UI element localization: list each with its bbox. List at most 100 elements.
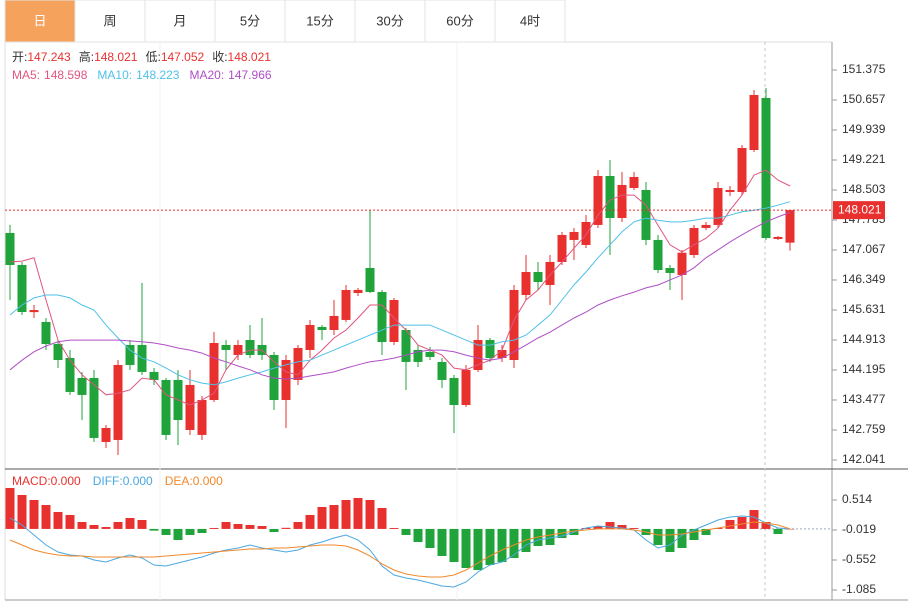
tab[interactable] bbox=[284, 0, 356, 43]
macd-bar bbox=[473, 528, 483, 571]
candle-body bbox=[617, 184, 627, 218]
macd-bar bbox=[617, 524, 627, 529]
macd-bar bbox=[737, 517, 747, 529]
tab-label[interactable]: 5分 bbox=[240, 13, 260, 28]
readout-value: 148.021 bbox=[94, 50, 138, 64]
candle-body bbox=[185, 384, 195, 430]
tab[interactable] bbox=[4, 0, 76, 43]
macd-bar bbox=[269, 528, 279, 533]
macd-bar bbox=[389, 527, 399, 529]
candle-body bbox=[113, 364, 123, 440]
legend-value: 0.000 bbox=[123, 474, 153, 488]
macd-bar bbox=[785, 528, 795, 530]
macd-bar bbox=[329, 505, 339, 529]
legend-name: MACD: bbox=[12, 474, 51, 488]
y-tick-label: 142.759 bbox=[842, 422, 886, 436]
macd-bar bbox=[413, 528, 423, 542]
candle-body bbox=[653, 239, 663, 270]
candle-body bbox=[641, 189, 651, 240]
candle-body bbox=[701, 224, 711, 228]
tab-label[interactable]: 60分 bbox=[446, 13, 473, 28]
macd-bar bbox=[149, 528, 159, 531]
macd-bar bbox=[497, 528, 507, 563]
macd-legend: MACD:0.000 DIFF:0.000 DEA:0.000 bbox=[12, 474, 223, 488]
macd-bar bbox=[113, 522, 123, 529]
tab[interactable] bbox=[214, 0, 286, 43]
candle-body bbox=[569, 231, 579, 240]
y-tick-label: 144.913 bbox=[842, 332, 886, 346]
tab[interactable] bbox=[494, 0, 566, 43]
candle-body bbox=[161, 379, 171, 435]
macd-bar bbox=[701, 528, 711, 536]
macd-bar bbox=[5, 488, 15, 529]
y-tick-label: 0.514 bbox=[842, 492, 872, 506]
macd-bar bbox=[53, 511, 63, 529]
macd-bar bbox=[437, 528, 447, 557]
candle-body bbox=[365, 267, 375, 292]
macd-bar bbox=[377, 507, 387, 529]
candle-body bbox=[605, 175, 615, 218]
tab[interactable] bbox=[424, 0, 496, 43]
macd-bar bbox=[101, 527, 111, 529]
macd-line bbox=[9, 521, 791, 578]
ma-line bbox=[9, 201, 791, 386]
legend-name: DIFF: bbox=[93, 474, 123, 488]
tab-label[interactable]: 4时 bbox=[520, 13, 540, 28]
macd-bar bbox=[209, 527, 219, 529]
tab-label[interactable]: 月 bbox=[173, 13, 186, 28]
candle-body bbox=[737, 147, 747, 192]
macd-bar bbox=[449, 528, 459, 563]
macd-bar bbox=[425, 528, 435, 549]
macd-bar bbox=[317, 506, 327, 529]
macd-bar bbox=[161, 528, 171, 536]
candle-body bbox=[89, 377, 99, 438]
macd-bar bbox=[725, 519, 735, 529]
y-tick-label: 144.195 bbox=[842, 362, 886, 376]
candle-body bbox=[221, 344, 231, 350]
legend-value: 148.598 bbox=[44, 68, 88, 82]
candle-body bbox=[149, 371, 159, 380]
candle-body bbox=[77, 377, 87, 395]
candle-body bbox=[125, 344, 135, 365]
macd-bar bbox=[173, 528, 183, 541]
candle-body bbox=[305, 324, 315, 350]
y-tick-label: -1.085 bbox=[842, 582, 876, 596]
macd-bar bbox=[125, 518, 135, 529]
candle-body bbox=[449, 377, 459, 405]
macd-bar bbox=[233, 523, 243, 529]
tab[interactable] bbox=[144, 0, 216, 43]
tab[interactable] bbox=[354, 0, 426, 43]
candle-body bbox=[533, 272, 543, 282]
y-tick-label: -0.552 bbox=[842, 552, 876, 566]
candle-body bbox=[437, 361, 447, 380]
candle-body bbox=[545, 261, 555, 285]
tab-label[interactable]: 日 bbox=[33, 13, 46, 28]
candle-body bbox=[629, 176, 639, 188]
legend-value: 0.000 bbox=[51, 474, 81, 488]
candle-body bbox=[317, 326, 327, 330]
tab-label[interactable]: 30分 bbox=[376, 13, 403, 28]
ma-legend: MA5: 148.598 MA10: 148.223 MA20: 147.966 bbox=[12, 68, 272, 82]
last-price-label: 148.021 bbox=[838, 202, 882, 216]
y-tick-label: 150.657 bbox=[842, 92, 886, 106]
candle-body bbox=[65, 357, 75, 392]
candle-body bbox=[29, 310, 39, 313]
tab-label[interactable]: 15分 bbox=[306, 13, 333, 28]
candle-body bbox=[341, 289, 351, 320]
tab[interactable] bbox=[74, 0, 146, 43]
macd-bar bbox=[197, 528, 207, 533]
macd-bar bbox=[653, 528, 663, 546]
macd-bar bbox=[677, 528, 687, 549]
last-price-tag bbox=[833, 201, 885, 220]
macd-bar bbox=[761, 522, 771, 529]
y-tick-label: 143.477 bbox=[842, 392, 886, 406]
ma-line bbox=[9, 211, 791, 380]
candle-body bbox=[389, 299, 399, 342]
macd-bar bbox=[605, 522, 615, 529]
candle-body bbox=[509, 289, 519, 360]
tab-label[interactable]: 周 bbox=[103, 13, 116, 28]
candle-body bbox=[749, 94, 759, 151]
macd-bar bbox=[281, 527, 291, 529]
